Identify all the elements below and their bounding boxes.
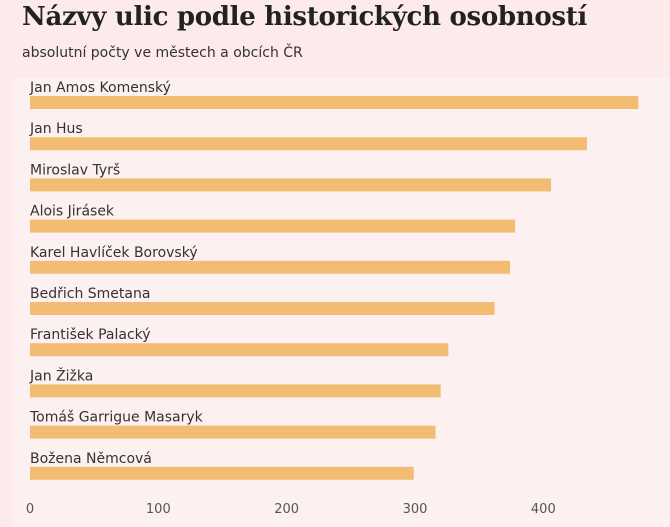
bar (30, 302, 495, 315)
bar-label: František Palacký (30, 327, 151, 343)
bar-label: Miroslav Tyrš (30, 162, 120, 178)
bar-label: Karel Havlíček Borovský (30, 245, 198, 261)
bar (30, 343, 449, 357)
x-tick-label: 100 (146, 502, 171, 517)
chart-title: Názvy ulic podle historických osobností (22, 2, 588, 32)
bar-label: Jan Amos Komenský (29, 80, 171, 96)
bar (30, 260, 510, 274)
bar (30, 219, 516, 233)
bar-label: Jan Žižka (29, 366, 93, 384)
bar-label: Jan Hus (29, 121, 83, 137)
bar (30, 137, 587, 151)
bar-label: Tomáš Garrigue Masaryk (29, 410, 204, 426)
bar-label: Božena Němcová (30, 451, 152, 467)
bar (30, 425, 436, 439)
x-tick-label: 0 (26, 502, 34, 517)
bar-label: Alois Jirásek (30, 204, 115, 220)
x-tick-label: 200 (274, 502, 299, 517)
bar-label: Bedřich Smetana (30, 286, 150, 302)
x-tick-label: 400 (531, 502, 556, 517)
chart-subtitle: absolutní počty ve městech a obcích ČR (22, 45, 303, 61)
x-tick-label: 300 (403, 502, 428, 517)
bar (30, 178, 552, 192)
bar (30, 466, 414, 480)
bar (30, 96, 639, 109)
bar (30, 384, 441, 398)
